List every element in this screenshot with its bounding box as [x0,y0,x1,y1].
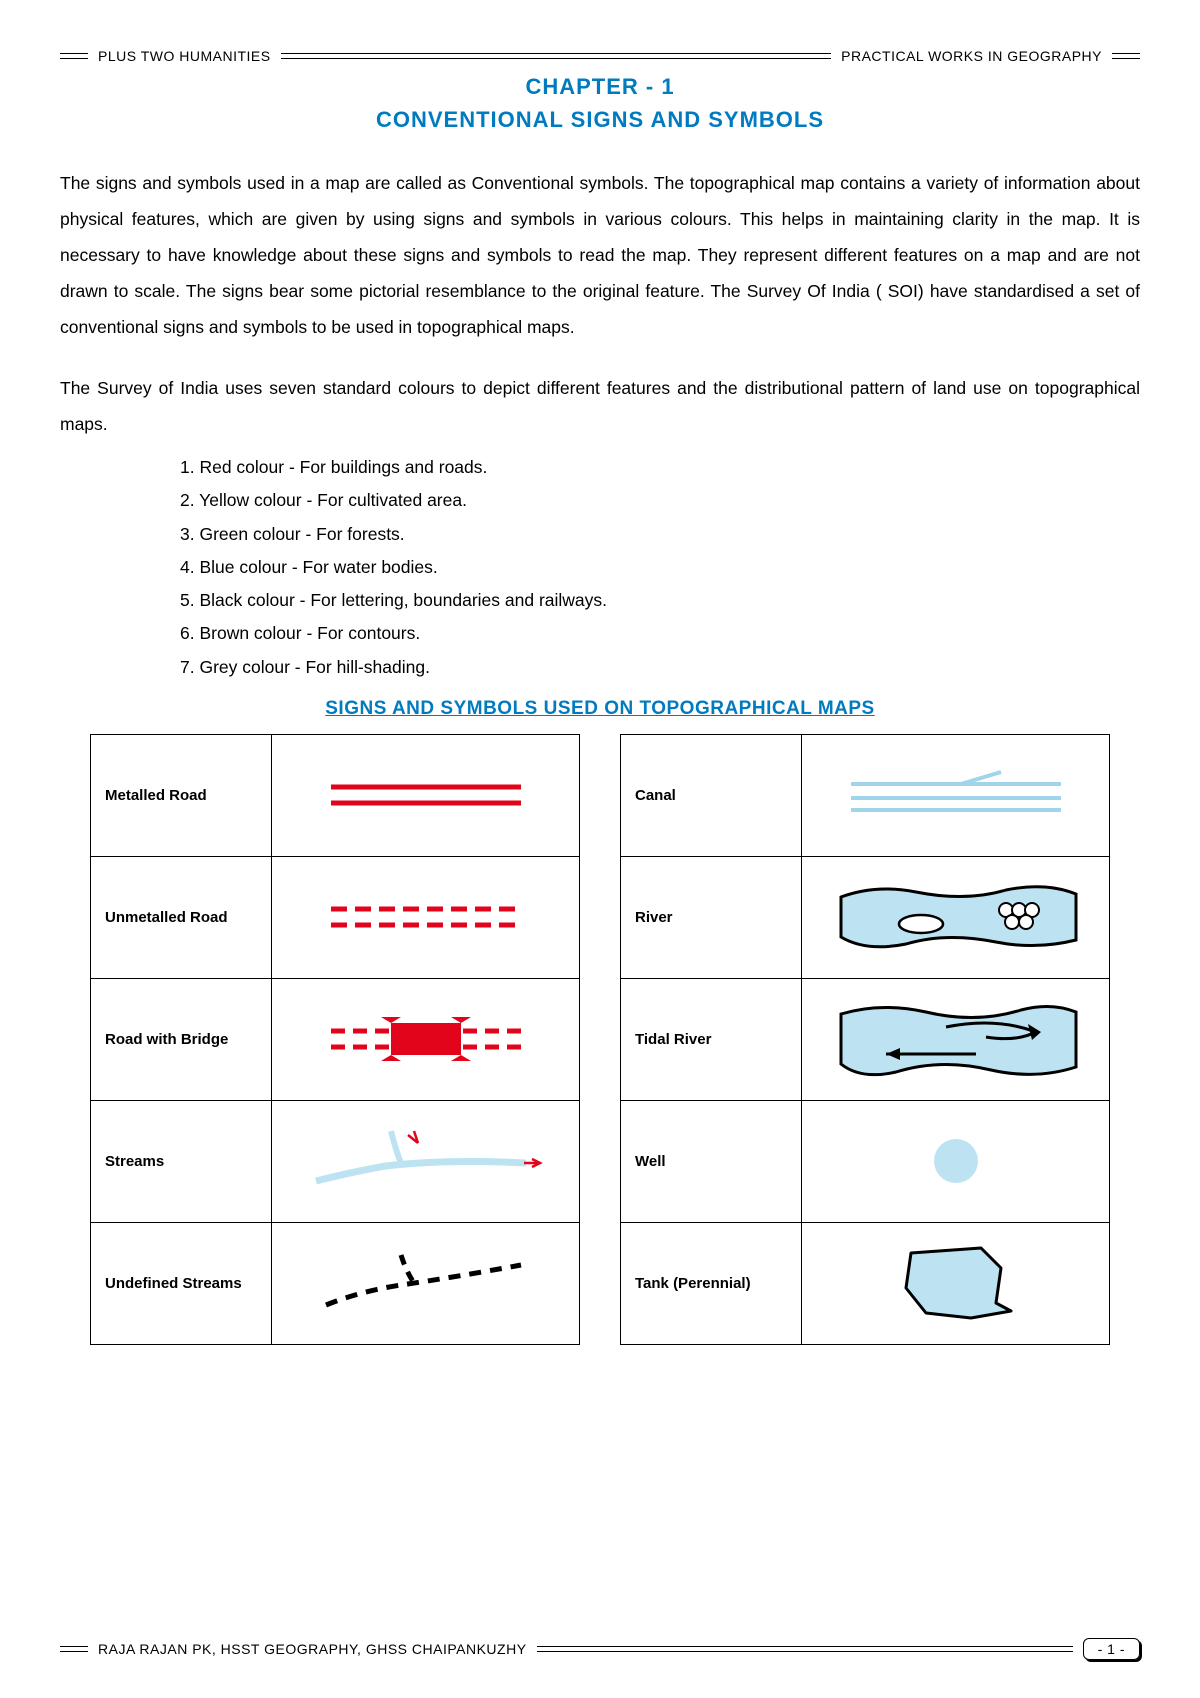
page-footer: RAJA RAJAN PK, HSST GEOGRAPHY, GHSS CHAI… [60,1638,1140,1660]
unmetalled-road-icon [272,856,580,978]
section-title: SIGNS AND SYMBOLS USED ON TOPOGRAPHICAL … [60,698,1140,720]
table-row: Streams [91,1100,580,1222]
symbol-table-left: Metalled Road Unmetalled Road Road with … [90,734,580,1345]
table-row: Road with Bridge [91,978,580,1100]
symbol-label: Metalled Road [91,734,272,856]
list-item: 7. Grey colour - For hill-shading. [180,651,1140,684]
symbol-label: Canal [621,734,802,856]
footer-author: RAJA RAJAN PK, HSST GEOGRAPHY, GHSS CHAI… [98,1641,527,1657]
rule-icon [1112,53,1140,59]
river-icon [802,856,1110,978]
symbol-table-right: Canal River [620,734,1110,1345]
list-item: 4. Blue colour - For water bodies. [180,551,1140,584]
symbol-label: River [621,856,802,978]
table-row: Undefined Streams [91,1222,580,1344]
symbol-label: Tank (Perennial) [621,1222,802,1344]
table-row: Tidal River [621,978,1110,1100]
streams-icon [272,1100,580,1222]
header-left: PLUS TWO HUMANITIES [98,48,271,64]
rule-icon [60,53,88,59]
rule-icon [60,1646,88,1652]
symbol-label: Streams [91,1100,272,1222]
tank-icon [802,1222,1110,1344]
symbol-label: Tidal River [621,978,802,1100]
symbol-label: Unmetalled Road [91,856,272,978]
table-row: Well [621,1100,1110,1222]
chapter-number: CHAPTER - 1 [60,70,1140,103]
road-bridge-icon [272,978,580,1100]
list-item: 3. Green colour - For forests. [180,518,1140,551]
symbol-label: Well [621,1100,802,1222]
rule-icon [281,53,832,59]
list-item: 5. Black colour - For lettering, boundar… [180,584,1140,617]
header-right: PRACTICAL WORKS IN GEOGRAPHY [841,48,1102,64]
table-row: Canal [621,734,1110,856]
symbol-label: Road with Bridge [91,978,272,1100]
chapter-name: CONVENTIONAL SIGNS AND SYMBOLS [60,103,1140,136]
chapter-title: CHAPTER - 1 CONVENTIONAL SIGNS AND SYMBO… [60,70,1140,136]
paragraph-1: The signs and symbols used in a map are … [60,166,1140,345]
table-row: Metalled Road [91,734,580,856]
canal-icon [802,734,1110,856]
list-item: 1. Red colour - For buildings and roads. [180,451,1140,484]
list-item: 6. Brown colour - For contours. [180,617,1140,650]
paragraph-2: The Survey of India uses seven standard … [60,371,1140,443]
symbol-label: Undefined Streams [91,1222,272,1344]
metalled-road-icon [272,734,580,856]
list-item: 2. Yellow colour - For cultivated area. [180,484,1140,517]
table-row: Tank (Perennial) [621,1222,1110,1344]
well-icon [802,1100,1110,1222]
rule-icon [537,1646,1073,1652]
page-header: PLUS TWO HUMANITIES PRACTICAL WORKS IN G… [60,48,1140,64]
symbol-tables: Metalled Road Unmetalled Road Road with … [60,734,1140,1345]
table-row: Unmetalled Road [91,856,580,978]
color-list: 1. Red colour - For buildings and roads.… [60,451,1140,684]
undefined-streams-icon [272,1222,580,1344]
tidal-river-icon [802,978,1110,1100]
page-number: - 1 - [1083,1638,1140,1660]
table-row: River [621,856,1110,978]
